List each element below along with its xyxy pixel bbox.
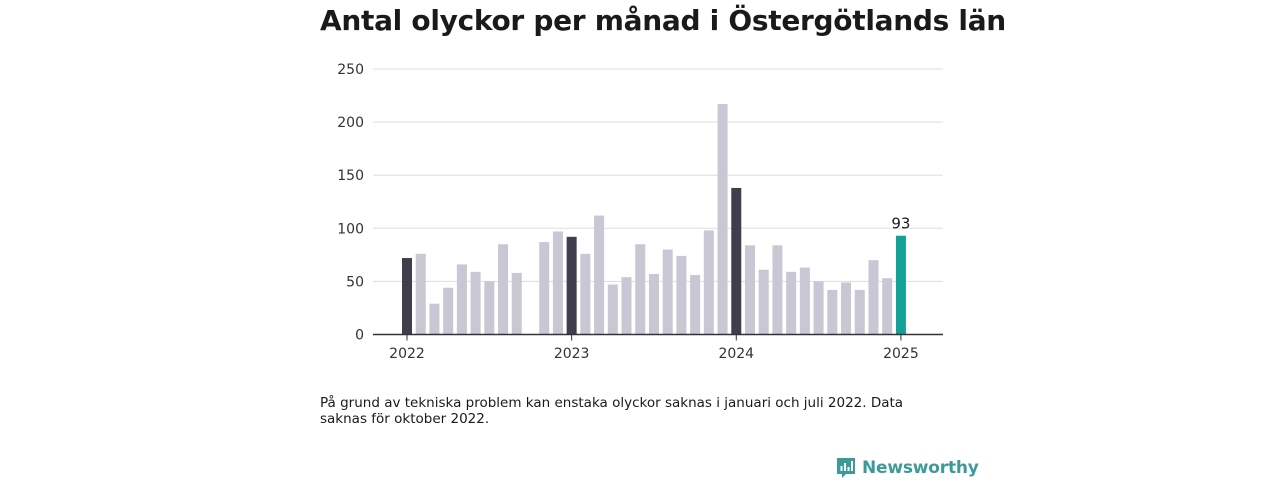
bar-2024-05 — [786, 271, 797, 335]
bar-2023-08 — [662, 249, 673, 335]
footnote: På grund av tekniska problem kan enstaka… — [320, 395, 904, 427]
x-tick-label: 2022 — [389, 346, 425, 362]
y-tick-label: 0 — [355, 328, 364, 344]
gridlines — [373, 68, 943, 282]
bar-2024-01 — [731, 187, 742, 335]
bar-2024-03 — [758, 269, 769, 335]
bar-2023-06 — [635, 244, 646, 335]
chart-title: Antal olyckor per månad i Östergötlands … — [320, 4, 1006, 37]
bar-2025-01 — [895, 235, 906, 335]
y-tick-label: 100 — [337, 221, 364, 237]
newsworthy-brand[interactable]: Newsworthy — [836, 455, 979, 481]
y-tick-label: 150 — [337, 168, 364, 184]
bar-2022-04 — [443, 287, 454, 335]
bar-2022-09 — [511, 272, 522, 335]
bar-2022-11 — [539, 242, 550, 335]
bar-2022-08 — [498, 244, 509, 335]
bar-2023-11 — [703, 230, 714, 335]
bar-2024-07 — [813, 281, 824, 335]
bar-chart: 0 50 100 150 200 250 2022 2023 2024 2025 93 — [337, 62, 943, 362]
bar-2023-09 — [676, 255, 687, 335]
x-axis-ticks: 2022 2023 2024 2025 — [389, 334, 919, 362]
bar-2024-06 — [799, 267, 810, 335]
newsworthy-logo-icon — [837, 458, 855, 478]
bar-2023-02 — [580, 253, 591, 335]
bar-2023-12 — [717, 104, 728, 335]
bar-2024-11 — [868, 260, 879, 335]
x-tick-label: 2025 — [883, 346, 919, 362]
bar-2022-05 — [456, 264, 467, 335]
bar-2022-01 — [402, 258, 412, 335]
bar-2023-10 — [690, 275, 701, 335]
x-tick-label: 2024 — [718, 346, 754, 362]
bar-2022-06 — [470, 271, 481, 335]
bar-2023-01 — [566, 236, 577, 335]
y-tick-label: 200 — [337, 115, 364, 131]
bar-2024-10 — [854, 289, 865, 335]
bar-2024-12 — [882, 278, 893, 335]
brand-name: Newsworthy — [862, 458, 979, 478]
bar-2023-03 — [594, 215, 605, 335]
bar-2023-04 — [607, 284, 618, 335]
x-tick-label: 2023 — [554, 346, 590, 362]
data-label-latest: 93 — [891, 215, 910, 233]
bar-2022-07 — [484, 281, 495, 335]
bar-2024-04 — [772, 245, 783, 335]
y-tick-label: 50 — [346, 274, 364, 290]
y-axis-ticks: 0 50 100 150 200 250 — [337, 62, 364, 344]
data-labels: 93 — [891, 215, 910, 233]
bar-2024-08 — [827, 289, 838, 335]
bar-2024-02 — [745, 245, 755, 335]
bar-2022-03 — [429, 303, 440, 335]
bar-2023-05 — [621, 277, 632, 335]
bar-2024-09 — [841, 282, 852, 335]
bar-2022-02 — [415, 253, 426, 335]
bars — [402, 104, 906, 335]
bar-2022-12 — [552, 231, 563, 335]
bar-2023-07 — [648, 273, 659, 335]
y-tick-label: 250 — [337, 62, 364, 78]
